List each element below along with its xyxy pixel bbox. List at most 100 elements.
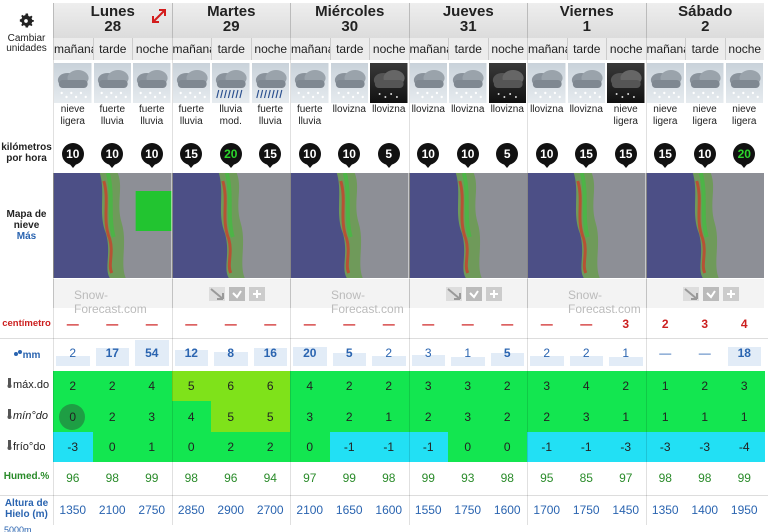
day-header: Jueves 31	[408, 3, 527, 38]
snow-map-watermark-strip: Snow-Forecast.com	[53, 279, 172, 316]
freezing-label-2-text: Hielo (m)	[5, 509, 48, 520]
humidity-value: 94	[263, 471, 277, 485]
snowfall-value: 4	[740, 317, 748, 331]
weather-description-line: nieve	[732, 104, 757, 115]
footer-label: 5000m	[4, 525, 32, 532]
snowfall-value: —	[422, 317, 435, 331]
night-cloud-icon	[488, 63, 526, 103]
map-controls-icon[interactable]	[207, 285, 267, 303]
temp-min-cell-bg	[329, 401, 370, 432]
period-label: noche	[369, 38, 409, 60]
temp-max-value: 2	[345, 379, 353, 393]
snow-map-thumbnail[interactable]	[290, 173, 409, 278]
weather-description-line: nieve	[653, 104, 678, 115]
map-controls-icon[interactable]	[444, 285, 504, 303]
temp-cold-value: -1	[343, 440, 355, 454]
period-label: tarde	[685, 38, 725, 60]
freezing-level-value: 2900	[217, 503, 245, 517]
snow-map-watermark-strip	[408, 279, 527, 308]
day-header: Sábado 2	[645, 3, 764, 38]
weather-description: fuerte lluvia	[251, 104, 291, 140]
snow-map-thumbnail[interactable]	[645, 173, 764, 278]
freezing-level-value: 1950	[730, 503, 758, 517]
temp-max-value: 6	[266, 379, 274, 393]
snow-map-thumbnail[interactable]	[171, 173, 290, 278]
rain-bar	[490, 353, 524, 366]
change-units-button[interactable]: Cambiar unidades	[0, 3, 53, 58]
snow-map-thumbnail[interactable]	[408, 173, 527, 278]
temp-max-icon	[6, 378, 13, 391]
rain-icon	[13, 350, 23, 361]
snow-map-more-link[interactable]: Más	[16, 231, 37, 242]
temp-cold-value: 1	[148, 440, 156, 454]
snowfall-value: —	[303, 317, 316, 331]
wind-direction-arrow-icon	[186, 162, 197, 168]
gear-icon	[19, 13, 34, 28]
temp-min-cell-bg	[92, 401, 133, 432]
humidity-value: 98	[500, 471, 514, 485]
rain-label: mm	[0, 349, 53, 362]
temp-cold-value: -3	[620, 440, 632, 454]
row-separator	[0, 495, 768, 496]
snow-map-label-2: nieve	[13, 220, 40, 231]
period-label: mañana	[290, 38, 330, 60]
wind-direction-arrow-icon	[502, 162, 513, 168]
period-label: mañana	[645, 38, 685, 60]
snowfall-value: —	[145, 317, 158, 331]
snow-map-thumbnail[interactable]	[53, 173, 172, 278]
wind-direction-arrow-icon	[304, 162, 315, 168]
temp-cold-value: -4	[738, 440, 750, 454]
weather-description: llovizna	[488, 104, 528, 140]
day-date: 1	[582, 18, 591, 35]
snow-map-label-1: Mapa de	[6, 209, 47, 220]
temp-min-value: 3	[306, 409, 314, 424]
day-name: Jueves	[442, 3, 494, 20]
temp-cold-value: -1	[541, 440, 553, 454]
day-divider	[408, 60, 410, 525]
watermark-text: Snow-Forecast.com	[568, 288, 641, 316]
temp-max-cell-bg	[724, 371, 765, 401]
freezing-level-value: 1600	[375, 503, 403, 517]
snow-map-watermark-strip	[645, 279, 764, 308]
wind-speed-badge: 10	[338, 143, 361, 165]
weather-description: llovizna	[567, 104, 607, 140]
rain-bar	[56, 355, 90, 366]
snow-map-watermark-strip: Snow-Forecast.com	[527, 279, 646, 316]
temp-min-value: 1	[622, 409, 630, 424]
temp-cold-label: frío°do	[6, 440, 56, 453]
rain-value: 5	[345, 346, 353, 360]
temp-min-value: 1	[385, 409, 393, 424]
temp-min-value: 2	[345, 409, 353, 424]
temp-max-cell-bg	[566, 371, 607, 401]
freezing-level-value: 1550	[414, 503, 442, 517]
temp-max-value: 3	[424, 379, 432, 393]
temp-cold-value: 0	[464, 440, 472, 454]
temp-max-cell-bg	[448, 371, 488, 401]
snow-cloud-icon	[646, 63, 684, 103]
selected-cell-marker	[59, 404, 85, 430]
night-cloud-icon	[607, 63, 645, 103]
period-label: mañana	[171, 38, 211, 60]
snowfall-value: —	[540, 317, 553, 331]
snow-map-thumbnail[interactable]	[527, 173, 646, 278]
snow-cloud-icon	[172, 63, 210, 103]
map-controls-icon[interactable]	[681, 285, 741, 303]
temp-max-cell-bg	[53, 371, 93, 401]
weather-description-line: lluvia	[140, 116, 164, 127]
expand-icon[interactable]	[150, 7, 168, 25]
temp-min-cell-bg	[724, 401, 765, 432]
day-name: Lunes	[90, 3, 135, 20]
snow-map-label: Mapa de nieve Más	[0, 209, 53, 242]
humidity-value: 96	[224, 471, 238, 485]
temp-cold-value: 0	[503, 440, 511, 454]
freezing-level-value: 2100	[98, 503, 126, 517]
snow-cloud-icon	[686, 63, 724, 103]
snow-map-watermark-strip: Snow-Forecast.com	[290, 279, 409, 316]
wind-speed-badge: 10	[101, 143, 124, 165]
humidity-value: 85	[579, 471, 593, 485]
humidity-value: 96	[66, 471, 80, 485]
temp-max-value: 1	[661, 379, 669, 393]
temp-min-value: 0	[69, 409, 77, 424]
temp-cold-cell-bg	[132, 432, 172, 462]
temp-cold-value: -3	[699, 440, 711, 454]
